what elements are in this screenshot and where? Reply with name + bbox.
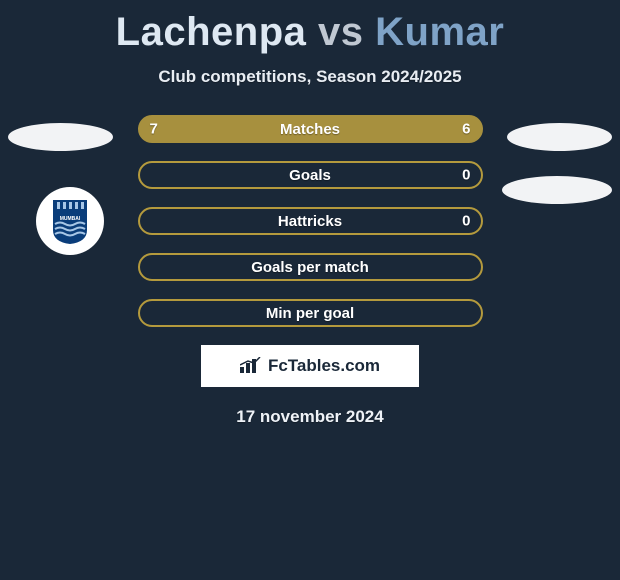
stat-left-value: 7 [150, 121, 158, 138]
stat-label: Hattricks [278, 213, 342, 230]
stat-bars: 7 Matches 6 Goals 0 Hattricks 0 Goals pe… [138, 115, 483, 327]
stat-label: Goals [289, 167, 331, 184]
brand-badge: FcTables.com [201, 345, 419, 387]
svg-text:MUMBAI: MUMBAI [60, 216, 81, 222]
stat-right-value: 6 [462, 121, 470, 138]
stat-right-value: 0 [462, 167, 470, 184]
player1-name: Lachenpa [116, 10, 307, 54]
stat-bar-goals-per-match: Goals per match [138, 253, 483, 281]
vs-label: vs [318, 10, 364, 54]
club-crest: MUMBAI [36, 187, 104, 255]
page-title: Lachenpa vs Kumar [0, 0, 620, 55]
stat-right-value: 0 [462, 213, 470, 230]
stat-label: Goals per match [251, 259, 369, 276]
brand-text: FcTables.com [268, 356, 380, 376]
stat-bar-hattricks: Hattricks 0 [138, 207, 483, 235]
bar-chart-icon [240, 357, 262, 375]
stat-bar-matches: 7 Matches 6 [138, 115, 483, 143]
stat-bar-min-per-goal: Min per goal [138, 299, 483, 327]
left-avatar-placeholder [8, 123, 113, 151]
stat-label: Matches [280, 121, 340, 138]
player2-name: Kumar [375, 10, 504, 54]
right-avatar-placeholder-2 [502, 176, 612, 204]
stat-bar-goals: Goals 0 [138, 161, 483, 189]
shield-icon: MUMBAI [51, 196, 89, 246]
subtitle: Club competitions, Season 2024/2025 [0, 67, 620, 87]
date-label: 17 november 2024 [0, 407, 620, 427]
right-avatar-placeholder-1 [507, 123, 612, 151]
stat-label: Min per goal [266, 305, 354, 322]
